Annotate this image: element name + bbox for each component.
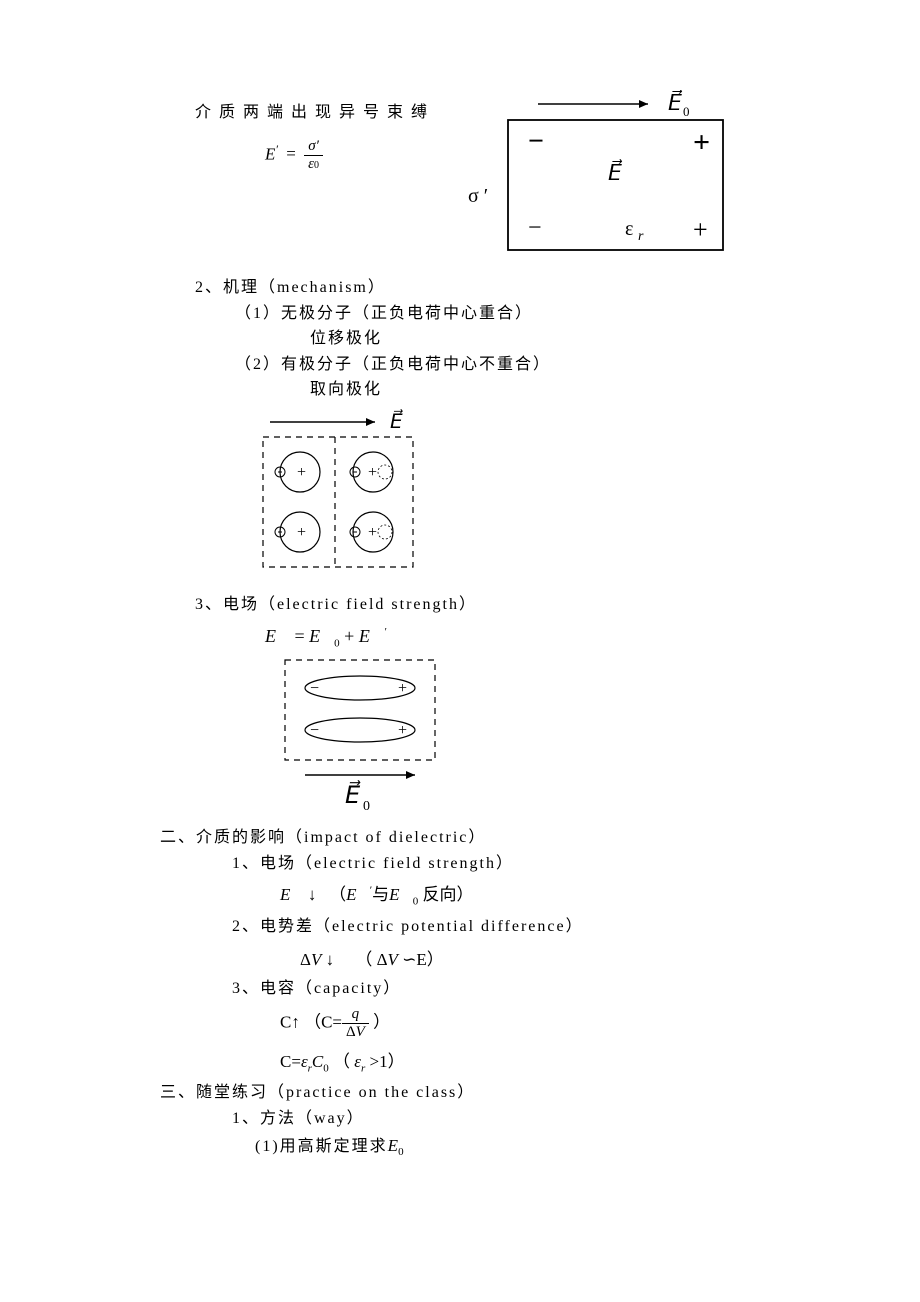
svg-text:+: + xyxy=(693,126,710,159)
section-III-1a: (1)用高斯定理求E0 xyxy=(255,1132,920,1162)
section-III-1: 1、方法（way） xyxy=(232,1106,920,1132)
section-2a: （1）无极分子（正负电荷中心重合） xyxy=(235,301,920,327)
impact-3b-formula: C=εrC0 （ εr >1） xyxy=(280,1047,920,1074)
svg-text:+: + xyxy=(297,464,306,481)
svg-text:r: r xyxy=(638,229,644,244)
svg-text:0: 0 xyxy=(363,799,370,814)
svg-text:−: − xyxy=(310,680,319,697)
formula-field-sum: E⃗ = E⃗0 + E⃗′ xyxy=(265,626,920,650)
section-2-title: 2、机理（mechanism） xyxy=(195,275,920,301)
dipole-diagram: − + − + E⃗ 0 xyxy=(280,655,920,815)
svg-text:+: + xyxy=(368,524,377,541)
section-II-1: 1、电场（electric field strength） xyxy=(232,851,920,877)
section-3-title: 3、电场（electric field strength） xyxy=(195,592,920,618)
dielectric-box-diagram: E⃗ 0 − − + + E⃗ ε r xyxy=(503,90,733,265)
svg-text:E⃗: E⃗ xyxy=(668,90,683,115)
dielectric-svg: E⃗ 0 − − + + E⃗ ε r xyxy=(503,90,733,265)
svg-text:+: + xyxy=(398,722,407,739)
sigma-prime-label: σ ′ xyxy=(468,185,488,208)
section-2b: （2）有极分子（正负电荷中心不重合） xyxy=(235,352,920,378)
section-II-2: 2、电势差（electric potential difference） xyxy=(232,914,920,940)
svg-text:−: − xyxy=(528,126,544,157)
svg-text:+: + xyxy=(297,524,306,541)
molecule-svg: E⃗ + + + xyxy=(255,407,455,582)
svg-text:+: + xyxy=(693,215,708,244)
section-II-3: 3、电容（capacity） xyxy=(232,976,920,1002)
impact-1-formula: E⃗ ↓ （E⃗′与E⃗0 反向） xyxy=(280,880,920,907)
molecule-diagram: E⃗ + + + xyxy=(255,407,920,582)
impact-2-formula: ΔV ↓ （ ΔV ∽E） xyxy=(300,945,920,970)
svg-text:0: 0 xyxy=(683,104,690,119)
impact-3a-formula: C↑ （C=qΔV ） xyxy=(280,1006,920,1041)
svg-text:E⃗: E⃗ xyxy=(390,408,403,433)
section-2b-sub: 取向极化 xyxy=(310,377,920,403)
svg-text:+: + xyxy=(368,464,377,481)
dipole-svg: − + − + E⃗ 0 xyxy=(280,655,480,815)
svg-text:ε: ε xyxy=(625,218,633,240)
section-2a-sub: 位移极化 xyxy=(310,326,920,352)
formula-e-prime: E′ = σ′ ε0 xyxy=(265,138,323,173)
section-II-title: 二、介质的影响（impact of dielectric） xyxy=(160,825,920,851)
intro-text: 介 质 两 端 出 现 异 号 束 缚 xyxy=(195,100,429,126)
svg-text:+: + xyxy=(398,680,407,697)
section-III-title: 三、随堂练习（practice on the class） xyxy=(160,1080,920,1106)
svg-text:E⃗: E⃗ xyxy=(608,159,623,185)
svg-text:E⃗: E⃗ xyxy=(345,780,361,809)
svg-text:−: − xyxy=(528,215,542,241)
svg-text:−: − xyxy=(310,722,319,739)
